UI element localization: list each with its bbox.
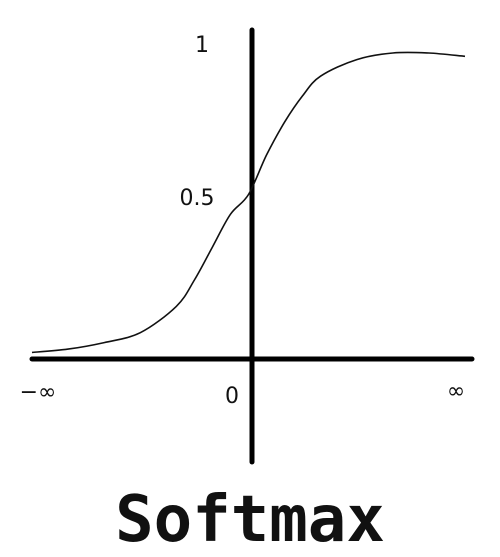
y-tick-label-1: 1 (195, 33, 209, 58)
x-tick-label-neg-infinity: −∞ (20, 380, 57, 405)
softmax-curve (31, 51, 466, 354)
chart-title: Softmax (115, 483, 385, 557)
y-tick-label-0-5: 0.5 (180, 186, 215, 211)
x-tick-label-zero: 0 (225, 384, 239, 409)
x-tick-label-infinity: ∞ (447, 379, 465, 404)
